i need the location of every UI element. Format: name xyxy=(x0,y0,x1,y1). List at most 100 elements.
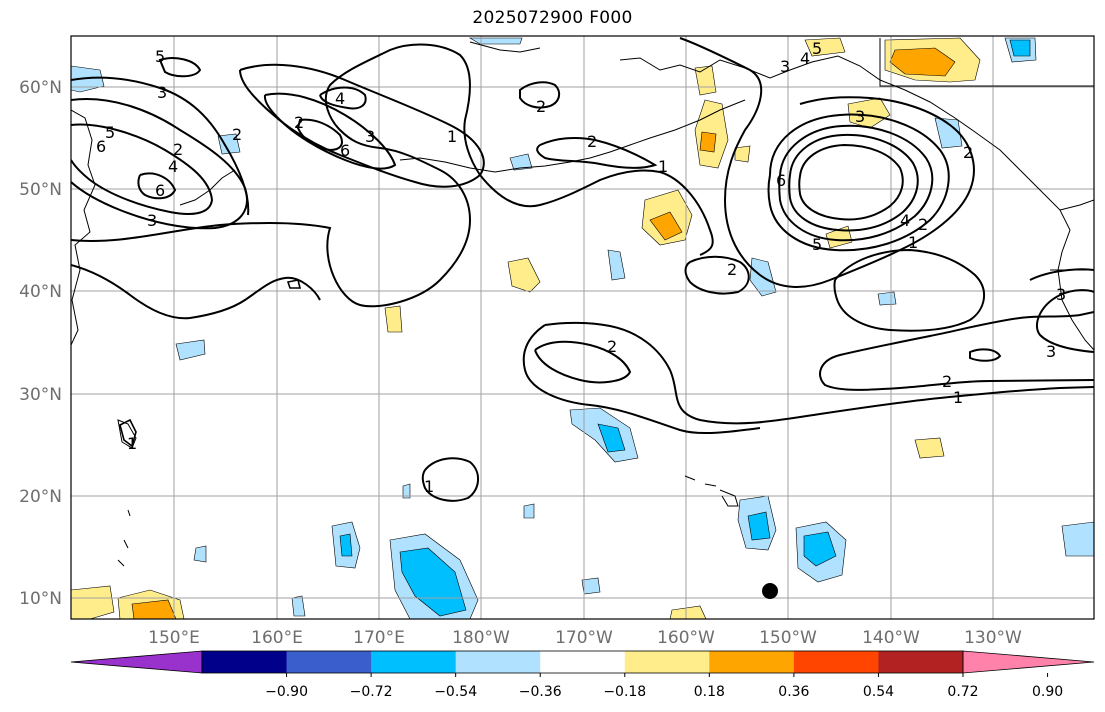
contour-line-3 xyxy=(1035,289,1094,353)
negative-anomaly-region xyxy=(934,117,963,149)
lat-tick-label: 10°N xyxy=(19,589,62,609)
lon-tick-label: 180°W xyxy=(452,628,510,648)
negative-anomaly-region xyxy=(468,37,523,45)
negative-anomaly-region xyxy=(339,533,353,557)
negative-anomaly-region xyxy=(217,133,241,155)
negative-anomaly-region xyxy=(291,595,306,617)
contour-line-2c xyxy=(536,136,658,169)
colorbar-frame xyxy=(201,650,964,674)
positive-anomaly-region xyxy=(507,257,541,293)
contour-label: 6 xyxy=(340,141,350,160)
colorbar-segment xyxy=(202,651,288,673)
positive-anomaly-region xyxy=(669,605,707,619)
lat-tick-label: 60°N xyxy=(19,78,62,98)
lon-tick-label: 130°W xyxy=(964,628,1022,648)
lat-tick-label: 50°N xyxy=(19,180,62,200)
contour-label: 6 xyxy=(96,137,106,156)
coastlines xyxy=(71,38,1094,567)
colorbar-segment xyxy=(793,651,879,673)
contour-label: 1 xyxy=(447,127,457,146)
colorbar-label: −0.54 xyxy=(434,684,477,700)
positive-anomaly-region xyxy=(71,585,115,619)
contour-line-small xyxy=(119,418,137,448)
coastline-small-islands xyxy=(117,509,131,567)
contour-label: 2 xyxy=(173,140,183,159)
colorbar-label: −0.72 xyxy=(350,684,393,700)
colorbar-label: −0.90 xyxy=(265,684,308,700)
contour-line-4b xyxy=(71,123,214,215)
coastline-bc xyxy=(1059,199,1094,211)
coastline-chukotka xyxy=(469,41,541,53)
contour-label: 5 xyxy=(812,235,822,254)
lat-tick-label: 40°N xyxy=(19,282,62,302)
contour-line-4c xyxy=(137,172,177,200)
contour-line-high-2 xyxy=(778,124,934,242)
contour-line-high-1 xyxy=(767,113,950,252)
positive-anomaly-region xyxy=(825,225,853,249)
coastline-aleutians xyxy=(399,99,746,173)
contour-label: 2 xyxy=(918,215,928,234)
contour-label: 4 xyxy=(335,89,345,108)
contour-line-2b xyxy=(534,340,632,384)
negative-anomaly-region xyxy=(581,577,601,595)
lon-tick-label: 150°E xyxy=(148,628,200,648)
contour-label: 3 xyxy=(147,211,157,230)
colorbar-extend-low xyxy=(70,650,203,674)
contour-label: 2 xyxy=(294,113,304,132)
lon-tick-label: 140°W xyxy=(862,628,920,648)
lon-tick-label: 170°W xyxy=(555,628,613,648)
negative-anomaly-region xyxy=(607,249,626,281)
positive-anomaly-region xyxy=(649,211,683,241)
contour-line-2g xyxy=(1029,268,1094,281)
colorbar-label: 0.36 xyxy=(778,684,809,700)
contour-line-high-4 xyxy=(798,143,904,221)
contour-label: 3 xyxy=(365,127,375,146)
contour-line-high-3 xyxy=(788,133,919,232)
lon-tick-label: 170°E xyxy=(353,628,405,648)
negative-anomaly-region xyxy=(597,423,626,453)
positive-anomaly-region xyxy=(384,305,403,333)
gridlines xyxy=(71,36,1094,619)
contour-line-3b xyxy=(969,348,1002,362)
contour-line-1e xyxy=(522,324,761,435)
contour-label: 2 xyxy=(587,132,597,151)
contour-label: 4 xyxy=(800,49,810,68)
contour-line-2 xyxy=(819,311,1094,391)
location-marker xyxy=(762,583,778,599)
lat-tick-labels: 10°N 20°N 30°N 40°N 50°N 60°N xyxy=(19,78,62,609)
contour-label: 5 xyxy=(812,39,822,58)
colorbar-extend-high xyxy=(962,650,1095,674)
lon-tick-label: 150°W xyxy=(759,628,817,648)
contour-line-6c xyxy=(296,118,343,152)
contour-label: 5 xyxy=(155,47,165,66)
colorbar-segment xyxy=(878,651,964,673)
coastline-islands xyxy=(117,419,137,449)
contour-label: 1 xyxy=(127,434,137,453)
negative-anomaly-region xyxy=(523,503,535,519)
positive-anomaly-region xyxy=(804,37,846,57)
colorbar-label: 0.54 xyxy=(863,684,894,700)
contour-line-2e xyxy=(833,248,985,332)
contour-label: 1 xyxy=(424,477,434,496)
colorbar-label: −0.36 xyxy=(519,684,562,700)
contour-line-2f xyxy=(519,81,561,109)
contour-lines xyxy=(71,37,1094,502)
colorbar-label: 0.72 xyxy=(947,684,978,700)
contour-line-5b xyxy=(158,57,202,78)
colorbar-segment xyxy=(709,651,795,673)
coastline-alaska xyxy=(619,55,1071,271)
coastline-asia xyxy=(71,109,96,346)
contour-label: 6 xyxy=(155,181,165,200)
colorbar-label: 0.90 xyxy=(1032,684,1063,700)
contour-label: 3 xyxy=(780,57,790,76)
contour-label: 1 xyxy=(953,388,963,407)
coastline-alaska-north xyxy=(879,38,1094,87)
contour-labels: 5 3 5 6 2 4 3 6 2 4 3 6 2 1 2 2 1 2 4 5 … xyxy=(96,39,1066,496)
contour-label: 3 xyxy=(1046,342,1056,361)
lon-tick-label: 160°W xyxy=(657,628,715,648)
positive-anomaly-region xyxy=(889,47,956,77)
positive-anomaly-region xyxy=(694,65,717,96)
contour-label: 2 xyxy=(232,125,242,144)
contour-line-4 xyxy=(71,98,248,230)
